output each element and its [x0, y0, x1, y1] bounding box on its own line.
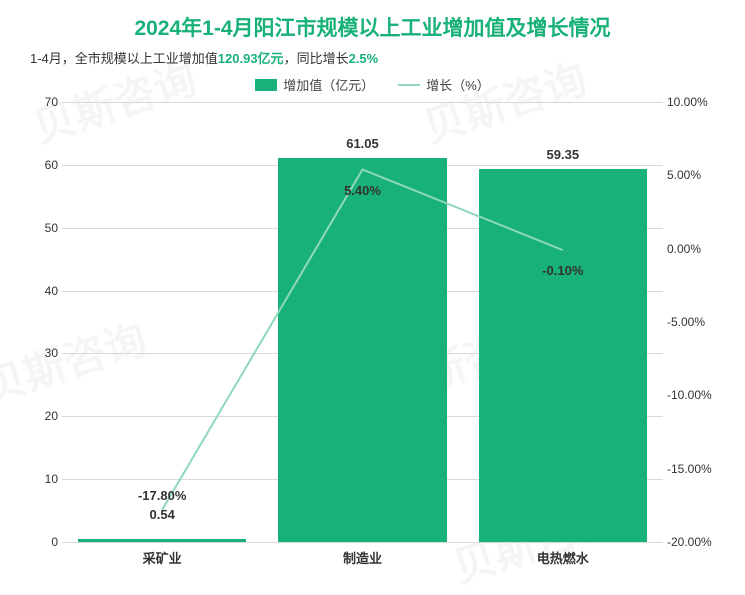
x-axis-label: 制造业	[343, 548, 382, 567]
y-left-tick: 20	[20, 409, 58, 423]
chart-subtitle: 1-4月，全市规模以上工业增加值120.93亿元，同比增长2.5%	[20, 48, 725, 67]
legend: 增加值（亿元） 增长（%）	[20, 75, 725, 94]
subtitle-value-1: 120.93亿元	[218, 51, 284, 66]
plot-area: 010203040506070 -20.00%-15.00%-10.00%-5.…	[62, 102, 663, 542]
legend-item-bar: 增加值（亿元）	[255, 75, 374, 94]
y-right-tick: -5.00%	[667, 315, 725, 329]
legend-item-line: 增长（%）	[398, 75, 490, 94]
y-left-tick: 50	[20, 221, 58, 235]
chart-title: 2024年1-4月阳江市规模以上工业增加值及增长情况	[20, 12, 725, 42]
y-left-tick: 70	[20, 95, 58, 109]
y-left-tick: 30	[20, 346, 58, 360]
x-axis-label: 采矿业	[143, 548, 182, 567]
subtitle-middle: ，同比增长	[284, 51, 349, 66]
labels-layer: 0.54 61.05 59.35 -17.80% 5.40% -0.10%	[62, 102, 663, 542]
y-right-tick: 5.00%	[667, 168, 725, 182]
line-value-label: -0.10%	[542, 263, 583, 278]
x-axis-label: 电热燃水	[537, 548, 589, 567]
legend-bar-label: 增加值（亿元）	[283, 75, 374, 94]
legend-line-swatch	[398, 84, 420, 86]
y-axis-left: 010203040506070	[20, 102, 58, 542]
y-left-tick: 60	[20, 158, 58, 172]
y-right-tick: 0.00%	[667, 242, 725, 256]
y-left-tick: 10	[20, 472, 58, 486]
x-axis: 采矿业 制造业 电热燃水	[62, 542, 663, 566]
y-left-tick: 40	[20, 284, 58, 298]
y-left-tick: 0	[20, 535, 58, 549]
chart-container: 贝斯咨询 贝斯咨询 贝斯咨询 贝斯咨询 贝斯咨询 2024年1-4月阳江市规模以…	[0, 0, 745, 585]
subtitle-value-2: 2.5%	[349, 51, 379, 66]
y-right-tick: -15.00%	[667, 462, 725, 476]
y-right-tick: 10.00%	[667, 95, 725, 109]
y-right-tick: -10.00%	[667, 388, 725, 402]
bar-value-label: 0.54	[150, 507, 175, 522]
bar-value-label: 61.05	[346, 136, 379, 151]
legend-line-label: 增长（%）	[426, 75, 490, 94]
y-axis-right: -20.00%-15.00%-10.00%-5.00%0.00%5.00%10.…	[667, 102, 725, 542]
bar-value-label: 59.35	[547, 147, 580, 162]
line-value-label: 5.40%	[344, 183, 381, 198]
subtitle-prefix: 1-4月，全市规模以上工业增加值	[30, 51, 218, 66]
line-value-label: -17.80%	[138, 488, 186, 503]
legend-bar-swatch	[255, 79, 277, 91]
y-right-tick: -20.00%	[667, 535, 725, 549]
